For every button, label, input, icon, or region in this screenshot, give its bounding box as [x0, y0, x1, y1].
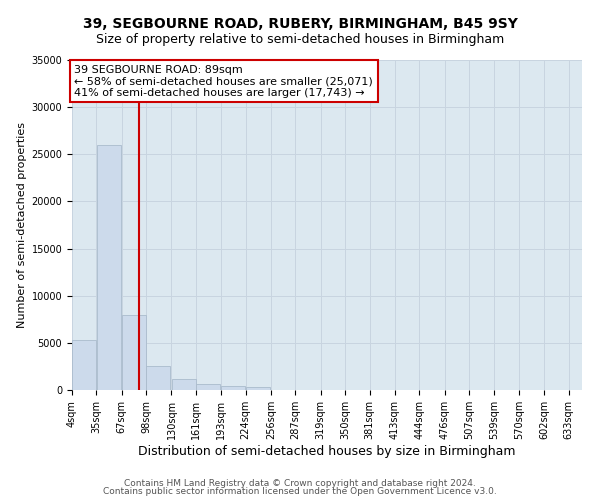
Bar [72, 340, 96, 390]
Text: Size of property relative to semi-detached houses in Birmingham: Size of property relative to semi-detach… [96, 32, 504, 46]
Text: 39, SEGBOURNE ROAD, RUBERY, BIRMINGHAM, B45 9SY: 39, SEGBOURNE ROAD, RUBERY, BIRMINGHAM, … [83, 18, 517, 32]
Bar [146, 366, 170, 390]
X-axis label: Distribution of semi-detached houses by size in Birmingham: Distribution of semi-detached houses by … [138, 444, 516, 458]
Bar [172, 378, 196, 390]
Text: Contains HM Land Registry data © Crown copyright and database right 2024.: Contains HM Land Registry data © Crown c… [124, 478, 476, 488]
Bar [196, 384, 220, 390]
Bar [221, 386, 245, 390]
Y-axis label: Number of semi-detached properties: Number of semi-detached properties [17, 122, 27, 328]
Text: Contains public sector information licensed under the Open Government Licence v3: Contains public sector information licen… [103, 487, 497, 496]
Bar [246, 387, 270, 390]
Text: 39 SEGBOURNE ROAD: 89sqm
← 58% of semi-detached houses are smaller (25,071)
41% : 39 SEGBOURNE ROAD: 89sqm ← 58% of semi-d… [74, 64, 373, 98]
Bar [97, 145, 121, 390]
Bar [122, 314, 146, 390]
